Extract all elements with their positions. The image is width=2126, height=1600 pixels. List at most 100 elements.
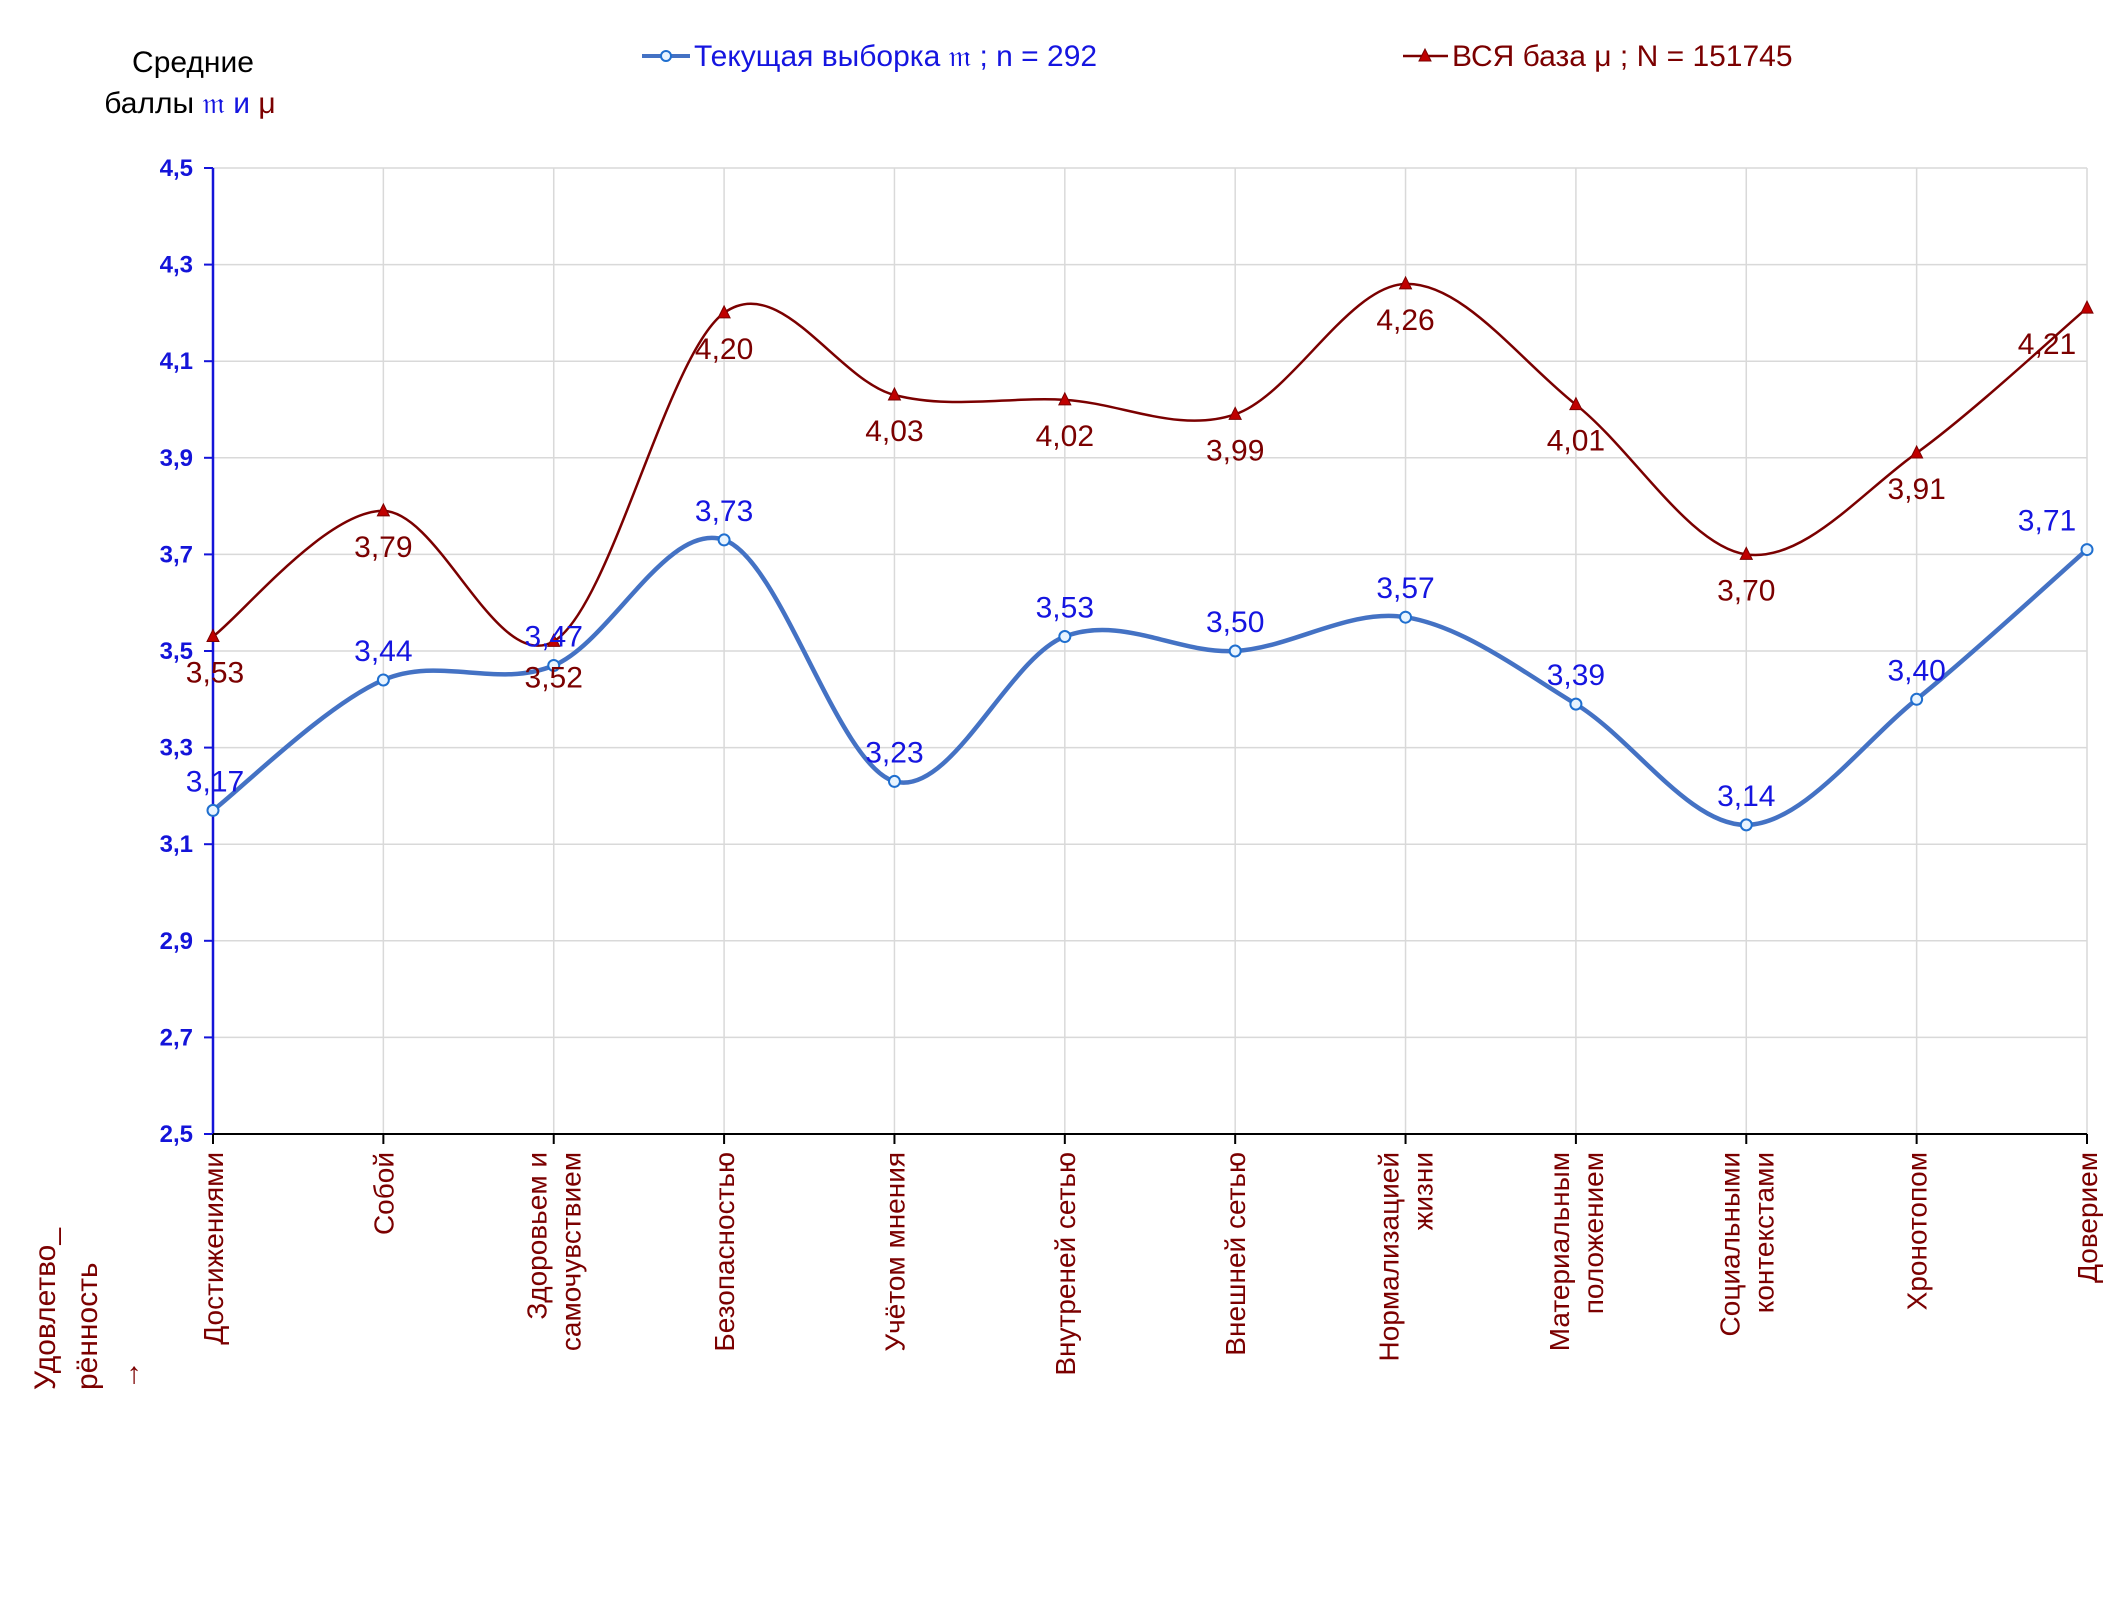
- axes: [204, 167, 2088, 1144]
- category-label-line: Учётом мнения: [879, 1152, 910, 1352]
- data-label-all: 4,01: [1547, 425, 1605, 458]
- point-all: [1569, 396, 1583, 411]
- legend-label-all: ВСЯ база μ ; N = 151745: [1452, 40, 1793, 73]
- category-label: Нормализацией жизни: [1374, 1152, 1439, 1361]
- category-label-line: Безопасностью: [709, 1152, 740, 1352]
- data-label-current: 3,73: [695, 495, 753, 528]
- point-current: [1399, 610, 1413, 624]
- point-all: [1739, 546, 1754, 560]
- point-current: [1910, 692, 1924, 706]
- category-label-line: самочувствием: [556, 1152, 587, 1351]
- y-tick-label: 3,7: [160, 541, 193, 568]
- legend-label-part: Текущая выборка: [694, 40, 949, 73]
- legend-marker-all: [1418, 47, 1432, 62]
- x-tick-labels: Достижениями Собой Здоровьем и самочувствие…: [198, 1152, 2103, 1376]
- y-axis-title: Средние: [132, 46, 254, 79]
- legend: Текущая выборка 𝔪 ; n = 292 ВСЯ база μ ; …: [642, 40, 1793, 73]
- point-current: [717, 533, 731, 547]
- point-all: [376, 502, 391, 517]
- data-label-current: 3,17: [186, 765, 244, 798]
- data-label-current: 3,44: [354, 635, 412, 668]
- category-label-line: Нормализацией: [1374, 1152, 1405, 1361]
- data-label-all: 4,21: [2018, 328, 2076, 361]
- series-line-all: [212, 282, 2088, 647]
- data-label-all: 3,53: [186, 657, 244, 690]
- y-tick-label: 3,5: [160, 638, 193, 665]
- category-label-line: положением: [1578, 1152, 1609, 1314]
- data-label-all: 4,02: [1036, 420, 1094, 453]
- point-current: [1739, 818, 1753, 832]
- point-all: [546, 633, 561, 647]
- symbol-current: 𝔪: [202, 87, 225, 120]
- y-tick-label: 4,5: [160, 155, 193, 182]
- titles: Средние баллы 𝔪 и μ Удовлетво_ рённость →: [29, 46, 276, 1390]
- y-tick-labels: 2,5 2,7 2,9 3,1 3,3 3,5 3,7 3,9 4,1 4,3 4,5: [160, 155, 193, 1148]
- legend-marker-current: [660, 50, 672, 62]
- legend-label-part: 𝔪: [949, 40, 972, 73]
- point-all: [206, 628, 220, 643]
- category-label: Достижениями: [198, 1152, 229, 1345]
- point-all: [887, 386, 902, 401]
- data-label-all: 4,26: [1376, 304, 1434, 337]
- data-label-current: 3,14: [1717, 780, 1775, 813]
- point-all: [717, 304, 731, 319]
- point-all: [1228, 406, 1242, 420]
- category-label: Материальным положением: [1544, 1152, 1609, 1351]
- gridlines: [213, 167, 2088, 1134]
- point-current: [2080, 543, 2094, 557]
- y-tick-label: 2,5: [160, 1121, 193, 1148]
- point-current: [1058, 630, 1072, 644]
- data-label-current: 3,39: [1547, 659, 1605, 692]
- category-label-line: Собой: [368, 1152, 399, 1235]
- x-axis-title-line: Удовлетво_: [29, 1227, 62, 1390]
- y-tick-label: 3,9: [160, 445, 193, 472]
- y-tick-label: 4,1: [160, 348, 193, 375]
- category-label: Хронотопом: [1902, 1152, 1933, 1310]
- category-label: Внешней сетью: [1220, 1152, 1251, 1356]
- data-label-all: 3,91: [1887, 473, 1945, 506]
- category-label-line: жизни: [1408, 1152, 1439, 1230]
- point-current: [206, 803, 220, 817]
- data-label-all: 3,99: [1206, 434, 1264, 467]
- category-label: Доверием: [2072, 1152, 2103, 1283]
- y-tick-label: 4,3: [160, 252, 193, 279]
- category-label: Социальными контекстами: [1714, 1152, 1779, 1336]
- category-label: Безопасностью: [709, 1152, 740, 1352]
- legend-label-part: ; n = 292: [971, 40, 1097, 73]
- point-all: [1909, 444, 1924, 459]
- y-axis-title-conjunction: и: [225, 87, 258, 120]
- point-all: [1058, 391, 1072, 406]
- data-labels: 3,17 3,44 3,47 3,73 3,23 3,53 3,50 3,57 3,39 3,14…: [186, 304, 2076, 813]
- data-label-current: 3,57: [1376, 572, 1434, 605]
- category-label-line: Социальными: [1714, 1152, 1745, 1336]
- data-label-all: 3,79: [354, 531, 412, 564]
- data-label-current: 3,50: [1206, 606, 1264, 639]
- category-label-line: Внутреней сетью: [1050, 1152, 1081, 1376]
- category-label-line: Достижениями: [198, 1152, 229, 1345]
- data-label-all: 4,20: [695, 333, 753, 366]
- y-axis-title-line2: баллы 𝔪 и μ: [104, 87, 275, 120]
- series-lines: [206, 275, 2094, 832]
- point-current: [547, 658, 561, 672]
- category-label-line: Внешней сетью: [1220, 1152, 1251, 1356]
- category-label-line: контекстами: [1748, 1152, 1779, 1313]
- point-current: [887, 774, 901, 788]
- category-label: Учётом мнения: [879, 1152, 910, 1352]
- data-label-current: 3,71: [2018, 505, 2076, 538]
- point-current: [1228, 644, 1242, 658]
- data-label-all: 3,52: [525, 661, 583, 694]
- data-label-current: 3,23: [865, 736, 923, 769]
- category-label-line: Хронотопом: [1902, 1152, 1933, 1310]
- category-label-line: Здоровьем и: [522, 1152, 553, 1320]
- category-label-line: Материальным: [1544, 1152, 1575, 1351]
- y-tick-label: 3,1: [160, 831, 193, 858]
- data-label-current: 3,40: [1887, 654, 1945, 687]
- point-all: [1398, 275, 1413, 290]
- point-current: [376, 673, 390, 687]
- y-tick-label: 3,3: [160, 735, 193, 762]
- data-label-current: 3,53: [1036, 592, 1094, 625]
- symbol-all: μ: [258, 87, 275, 120]
- y-tick-label: 2,7: [160, 1024, 193, 1051]
